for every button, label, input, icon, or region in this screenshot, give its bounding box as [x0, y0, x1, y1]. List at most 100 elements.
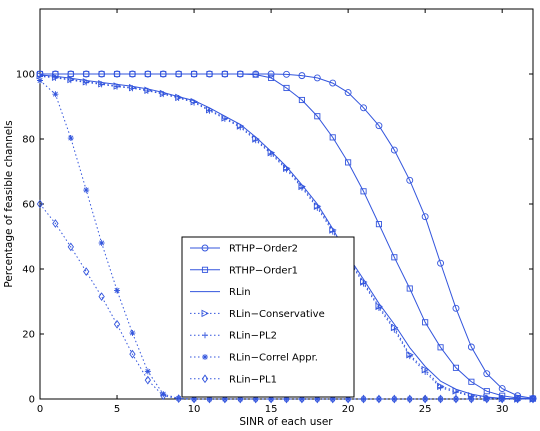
series-4-point: [375, 305, 382, 311]
series-5-point: [468, 396, 475, 402]
series-6-point: [36, 199, 44, 209]
series-5-point: [375, 396, 382, 402]
series-0-point: [313, 74, 321, 82]
series-6-point: [206, 394, 213, 404]
series-6-point: [190, 394, 198, 404]
series-1-point: [98, 70, 105, 78]
y-tick-label: 100: [16, 70, 35, 81]
legend-label-1: RTHP−Order1: [229, 265, 298, 276]
x-tick-label: 0: [37, 404, 43, 415]
series-4-point: [237, 124, 244, 131]
series-4-point: [252, 137, 259, 144]
series-4-point: [268, 150, 275, 157]
series-1-point: [237, 70, 244, 78]
series-4-point: [206, 107, 213, 114]
series-4-point: [114, 83, 121, 90]
x-tick-label: 20: [342, 404, 355, 415]
legend-label-4: RLin−PL2: [229, 331, 277, 342]
series-6-point: [499, 394, 506, 404]
series-6-point: [67, 242, 74, 252]
series-0-point: [298, 72, 306, 80]
x-tick-label: 5: [114, 404, 120, 415]
series-markers: [36, 70, 538, 404]
series-6-point: [267, 394, 275, 404]
series-1-point: [375, 221, 382, 228]
series-5-point: [268, 396, 275, 402]
series-6-point: [98, 292, 105, 301]
series-4-point: [221, 115, 228, 122]
series-5-point: [530, 396, 536, 402]
series-5-point: [360, 396, 367, 402]
series-5-point: [345, 396, 352, 402]
series-6-point: [391, 394, 398, 404]
series-4-point: [406, 353, 413, 360]
series-1-point: [468, 378, 475, 385]
y-tick-label: 80: [22, 135, 35, 146]
legend-marker-5: [202, 354, 208, 360]
series-6-point: [129, 349, 136, 359]
series-6-point: [237, 394, 244, 404]
series-6-point: [375, 394, 383, 404]
series-1-point: [360, 188, 367, 195]
legend-marker-1: [201, 266, 209, 273]
series-6-point: [144, 375, 151, 385]
series-4-point: [144, 87, 151, 94]
series-0-point: [283, 70, 290, 78]
series-1-point: [221, 70, 228, 78]
series-6-point: [221, 394, 229, 404]
series-4-point: [422, 369, 429, 376]
series-5-point: [206, 396, 213, 402]
series-4-point: [191, 99, 198, 106]
series-5-point: [83, 187, 90, 194]
series-4-point: [98, 81, 105, 88]
series-6-point: [529, 394, 537, 404]
series-5-point: [499, 396, 506, 402]
series-4-point: [83, 79, 90, 86]
series-0-point: [406, 176, 414, 184]
series-4-point: [129, 85, 136, 92]
x-axis-label: SINR of each user: [239, 416, 333, 428]
series-1-point: [298, 96, 305, 104]
series-4-point: [283, 166, 290, 173]
series-1-point: [406, 285, 413, 292]
series-0-point: [452, 304, 460, 312]
series-5-point: [437, 396, 444, 402]
series-6-point: [483, 394, 490, 404]
series-0-point: [498, 385, 506, 393]
series-5-point: [175, 395, 182, 402]
series-6-point: [422, 394, 429, 404]
series-1-point: [437, 344, 444, 351]
series-5-point: [283, 396, 290, 402]
series-5-point: [52, 91, 59, 98]
series-5-point: [37, 77, 43, 84]
series-1-point: [329, 134, 336, 141]
series-5-point: [252, 396, 259, 402]
series-4-point: [391, 326, 398, 333]
series-4-point: [314, 204, 321, 211]
series-0-point: [421, 213, 429, 221]
legend-label-0: RTHP−Order2: [229, 244, 298, 255]
series-1-point: [314, 113, 321, 120]
series-1-point: [83, 70, 90, 78]
series-4-point: [329, 228, 336, 235]
series-5-point: [191, 396, 198, 402]
series-5-point: [221, 396, 228, 402]
series-5-point: [391, 396, 398, 402]
series-5-point: [298, 396, 305, 402]
legend-marker-0: [201, 244, 209, 252]
series-6-point: [314, 394, 321, 404]
series-6-point: [52, 219, 59, 228]
series-1-point: [144, 70, 151, 78]
legend-marker-6: [201, 374, 209, 384]
series-1-point: [452, 364, 460, 371]
x-tick-label: 10: [188, 404, 201, 415]
legend-label-6: RLin−PL1: [229, 374, 277, 385]
series-6-point: [160, 391, 167, 401]
series-line-1: [40, 73, 534, 400]
series-6-point: [514, 394, 521, 404]
series-4-point: [298, 184, 305, 191]
series-4-point: [452, 389, 459, 396]
series-4-point: [437, 384, 444, 391]
series-5-point: [483, 396, 490, 402]
